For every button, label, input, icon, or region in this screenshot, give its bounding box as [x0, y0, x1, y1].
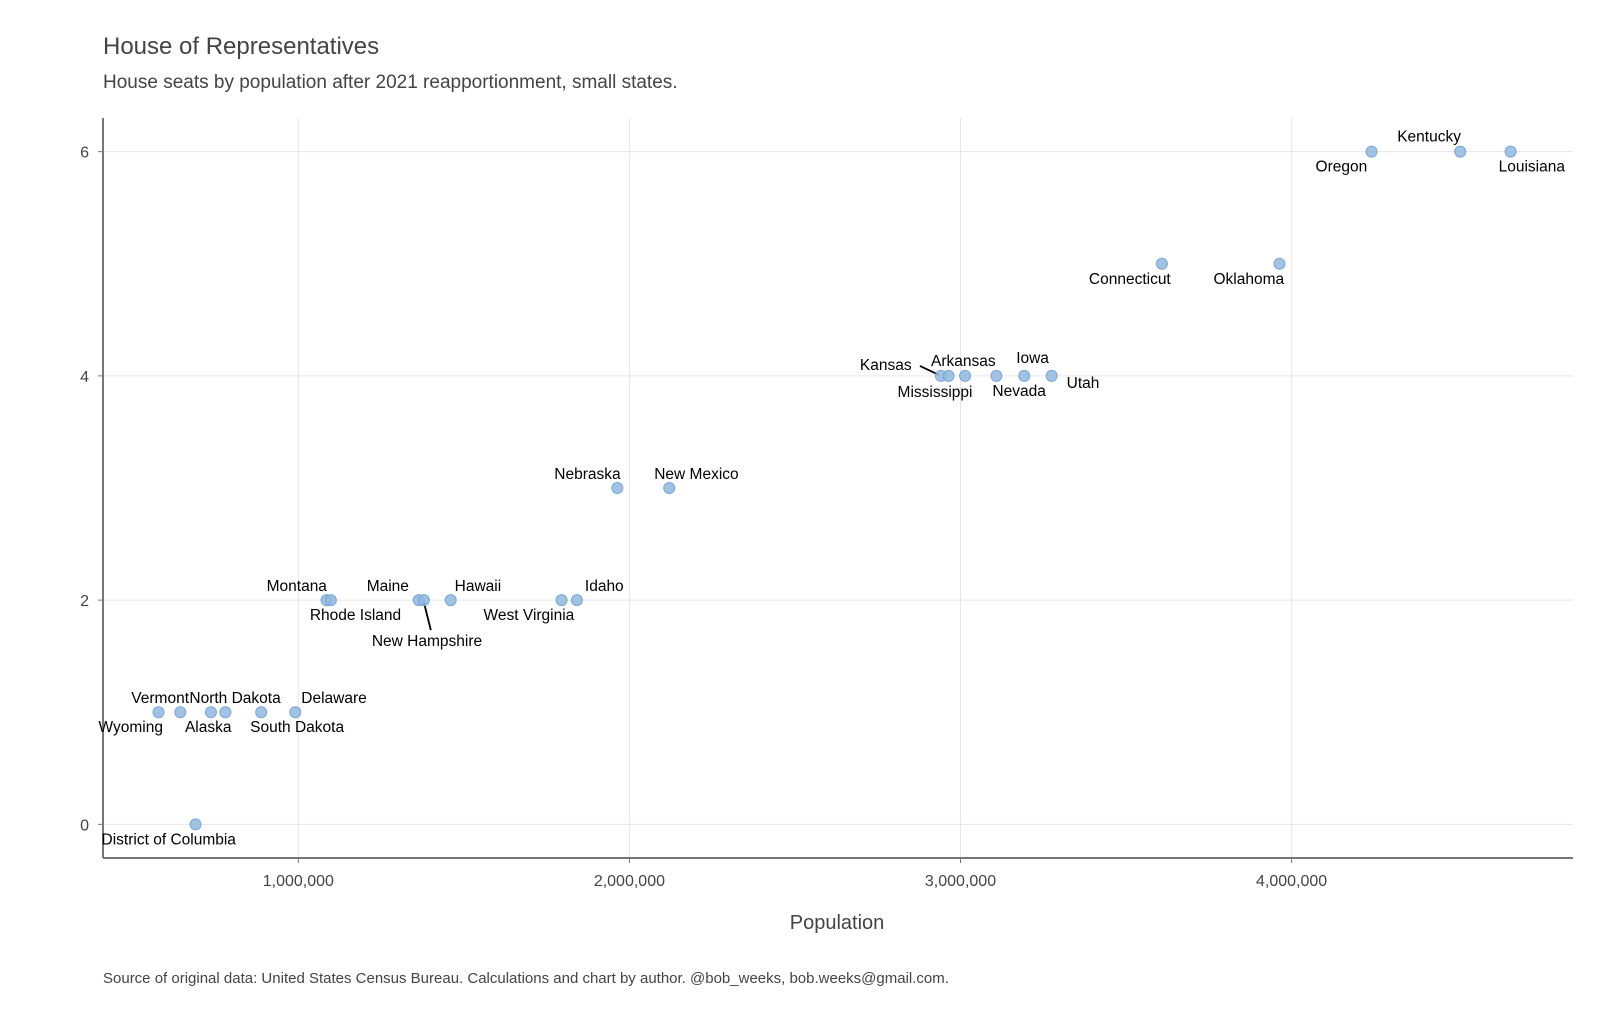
point-labels: District of Columbia Wyoming Vermont Alaska…	[99, 129, 1566, 849]
label-connecticut: Connecticut	[1089, 271, 1172, 288]
x-tick-label: 1,000,000	[263, 873, 334, 890]
point-louisiana	[1504, 145, 1517, 158]
label-mississippi: Mississippi	[898, 384, 973, 401]
label-idaho: Idaho	[585, 578, 624, 595]
point-south-dakota	[255, 706, 268, 719]
point-nebraska	[611, 482, 624, 494]
label-oklahoma: Oklahoma	[1214, 271, 1285, 288]
leader-new-hampshire	[422, 601, 432, 631]
label-delaware: Delaware	[301, 690, 366, 707]
y-tick-label: 4	[80, 369, 89, 386]
label-new-hampshire: New Hampshire	[372, 633, 482, 650]
chart-title: House of Representatives	[103, 33, 379, 60]
point-hawaii	[444, 594, 457, 607]
x-tick-label: 2,000,000	[594, 873, 665, 890]
x-axis-title: Population	[790, 912, 885, 934]
point-rhode-island	[324, 594, 337, 607]
point-oklahoma	[1273, 257, 1286, 270]
label-hawaii: Hawaii	[455, 578, 502, 595]
label-utah: Utah	[1067, 375, 1100, 392]
point-iowa	[1018, 369, 1031, 382]
chart-caption: Source of original data: United States C…	[103, 970, 949, 987]
label-maine: Maine	[367, 578, 409, 595]
label-north-dakota: North Dakota	[189, 690, 281, 707]
point-connecticut	[1155, 257, 1168, 270]
y-tick-label: 0	[80, 817, 89, 834]
y-tick-label: 2	[80, 593, 89, 610]
point-district-of-columbia	[189, 818, 202, 831]
y-tick-label: 6	[80, 145, 89, 162]
point-mississippi	[942, 369, 955, 382]
point-arkansas	[959, 369, 972, 382]
point-north-dakota	[219, 706, 232, 719]
point-delaware	[289, 706, 302, 719]
label-kentucky: Kentucky	[1397, 129, 1461, 146]
label-louisiana: Louisiana	[1499, 159, 1566, 176]
data-points	[152, 145, 1517, 831]
label-vermont: Vermont	[131, 690, 189, 707]
point-oregon	[1365, 145, 1378, 158]
label-new-mexico: New Mexico	[654, 466, 738, 483]
point-new-hampshire	[417, 594, 430, 607]
point-kentucky	[1454, 145, 1467, 158]
point-nevada	[990, 369, 1003, 382]
label-alaska: Alaska	[185, 719, 232, 736]
label-west-virginia: West Virginia	[484, 607, 575, 624]
label-montana: Montana	[267, 578, 328, 595]
label-iowa: Iowa	[1016, 350, 1049, 367]
point-wyoming	[152, 706, 165, 719]
x-tick-label: 3,000,000	[925, 873, 996, 890]
label-nevada: Nevada	[992, 383, 1046, 400]
label-nebraska: Nebraska	[554, 466, 621, 483]
label-arkansas: Arkansas	[931, 353, 996, 370]
label-district-of-columbia: District of Columbia	[102, 831, 237, 848]
point-alaska	[204, 706, 217, 719]
grid	[103, 118, 1573, 858]
point-vermont	[174, 706, 187, 719]
point-idaho	[570, 594, 583, 607]
label-south-dakota: South Dakota	[250, 719, 344, 736]
chart-subtitle: House seats by population after 2021 rea…	[103, 72, 678, 93]
point-new-mexico	[663, 482, 676, 494]
point-west-virginia	[555, 594, 568, 607]
label-rhode-island: Rhode Island	[310, 607, 401, 624]
tick-labels: 1,000,000 2,000,000 3,000,000 4,000,000 0 2 4 6	[80, 145, 1327, 890]
point-utah	[1045, 369, 1058, 382]
label-kansas: Kansas	[860, 357, 912, 374]
axes	[98, 118, 1573, 863]
label-wyoming: Wyoming	[99, 719, 163, 736]
label-oregon: Oregon	[1316, 159, 1368, 176]
x-tick-label: 4,000,000	[1256, 873, 1327, 890]
